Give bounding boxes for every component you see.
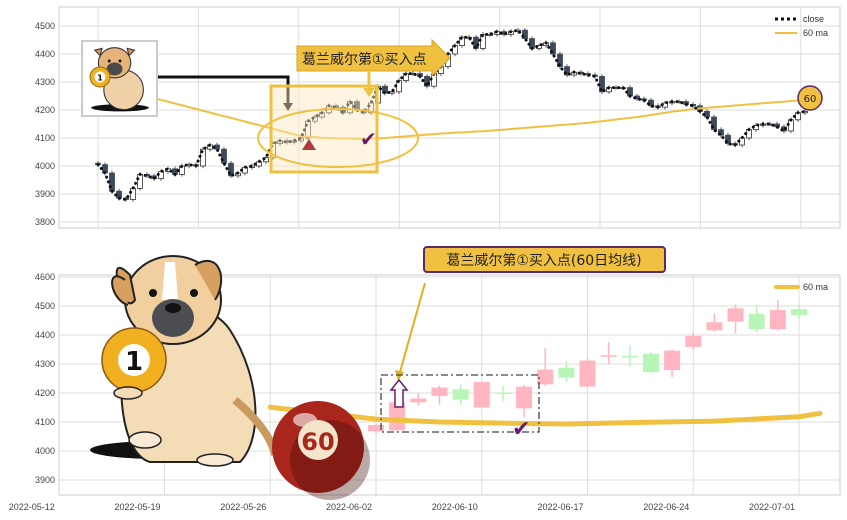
legend-close-label: close — [803, 14, 824, 24]
x-tick-label: 2022-06-24 — [643, 502, 689, 512]
bottom-legend: 60 ma — [774, 282, 828, 292]
legend-ma-label: 60 ma — [803, 28, 828, 38]
triangle-up-icon — [302, 139, 316, 150]
candle — [137, 173, 143, 189]
ma60-badge: 60 — [797, 85, 823, 111]
candle — [685, 335, 702, 347]
highlight-box — [269, 84, 379, 174]
y-tick-label: 4200 — [35, 105, 55, 115]
billiard-ball-1: 1 — [89, 66, 111, 88]
candle — [642, 353, 659, 373]
buy-point-label-box — [423, 246, 666, 273]
y-tick-label: 4000 — [35, 446, 55, 456]
legend-ma-label: 60 ma — [803, 282, 828, 292]
y-tick-label: 4300 — [35, 77, 55, 87]
candle — [424, 76, 430, 87]
plot-area — [58, 6, 841, 229]
candle — [130, 187, 136, 200]
svg-text:60: 60 — [301, 428, 334, 456]
y-tick-label: 3900 — [35, 189, 55, 199]
candle — [410, 398, 427, 403]
buy-point-label-text: 葛兰威尔第①买入点 — [302, 51, 427, 68]
svg-text:1: 1 — [125, 347, 143, 377]
candle — [579, 360, 596, 387]
top-chart: 3800 3900 4000 4100 4200 4300 4400 4500 — [35, 6, 841, 229]
x-tick-label: 2022-06-10 — [432, 502, 478, 512]
check-mark-icon: ✔ — [360, 127, 377, 151]
candle — [727, 308, 744, 322]
y-tick-label: 4000 — [35, 161, 55, 171]
y-tick-label: 4400 — [35, 330, 55, 340]
candle — [516, 386, 533, 409]
x-tick-label: 2022-05-12 — [9, 502, 55, 512]
candle — [621, 355, 638, 358]
candle — [550, 42, 556, 55]
x-tick-label: 2022-05-19 — [114, 502, 160, 512]
y-tick-label: 4500 — [35, 21, 55, 31]
y-tick-label: 3800 — [35, 217, 55, 227]
pointer-arrow — [399, 282, 426, 373]
svg-text:1: 1 — [97, 74, 103, 83]
billiard-ball-60: 60 — [272, 401, 370, 500]
buy-point-label-text: 葛兰威尔第①买入点(60日均线) — [446, 252, 641, 269]
buy-point-arrow-label — [296, 38, 451, 78]
pointer-arrow — [158, 75, 290, 105]
candle — [711, 116, 717, 131]
top-legend: close 60 ma — [775, 14, 828, 38]
candle — [494, 392, 511, 394]
svg-text:60: 60 — [804, 94, 817, 105]
highlight-ellipse — [257, 108, 419, 168]
top-annotations: 1 ✔ 葛兰威尔第①买入点 60 — [81, 38, 823, 174]
hollow-up-arrow-icon — [389, 378, 409, 408]
close-line — [96, 28, 807, 202]
down-arrow-head — [363, 88, 375, 97]
candle — [748, 313, 765, 330]
candle — [389, 402, 406, 431]
arrow-head — [283, 103, 293, 111]
candle — [431, 387, 448, 396]
bottom-annotations: 葛兰威尔第①买入点(60日均线) ✔ 1 — [90, 246, 666, 500]
dog-illustration — [91, 47, 149, 112]
candle — [706, 322, 723, 331]
x-tick-label: 2022-07-01 — [749, 502, 795, 512]
candle — [452, 389, 469, 400]
candle — [791, 309, 807, 315]
candle — [368, 424, 384, 432]
candle — [725, 134, 731, 144]
x-tick-label: 2022-05-26 — [220, 502, 266, 512]
billiard-ball-1: 1 — [101, 327, 167, 400]
candle — [600, 355, 617, 357]
candle — [769, 310, 786, 330]
candle — [558, 367, 575, 378]
candle — [664, 350, 681, 371]
candle — [522, 29, 528, 40]
y-tick-label: 4600 — [35, 272, 55, 282]
candle — [564, 66, 570, 76]
y-tick-label: 4200 — [35, 388, 55, 398]
y-tick-label: 4300 — [35, 359, 55, 369]
y-tick-label: 4100 — [35, 417, 55, 427]
y-tick-label: 3900 — [35, 475, 55, 485]
candle — [537, 369, 554, 385]
candle — [228, 162, 234, 177]
y-tick-label: 4100 — [35, 133, 55, 143]
y-tick-label: 4500 — [35, 301, 55, 311]
candle — [718, 129, 724, 136]
check-mark-icon: ✔ — [512, 417, 530, 442]
candle — [473, 381, 490, 408]
y-tick-label: 4400 — [35, 49, 55, 59]
highlight-box — [380, 374, 540, 433]
x-tick-label: 2022-06-02 — [326, 502, 372, 512]
x-tick-label: 2022-06-17 — [537, 502, 583, 512]
candle — [109, 172, 115, 192]
